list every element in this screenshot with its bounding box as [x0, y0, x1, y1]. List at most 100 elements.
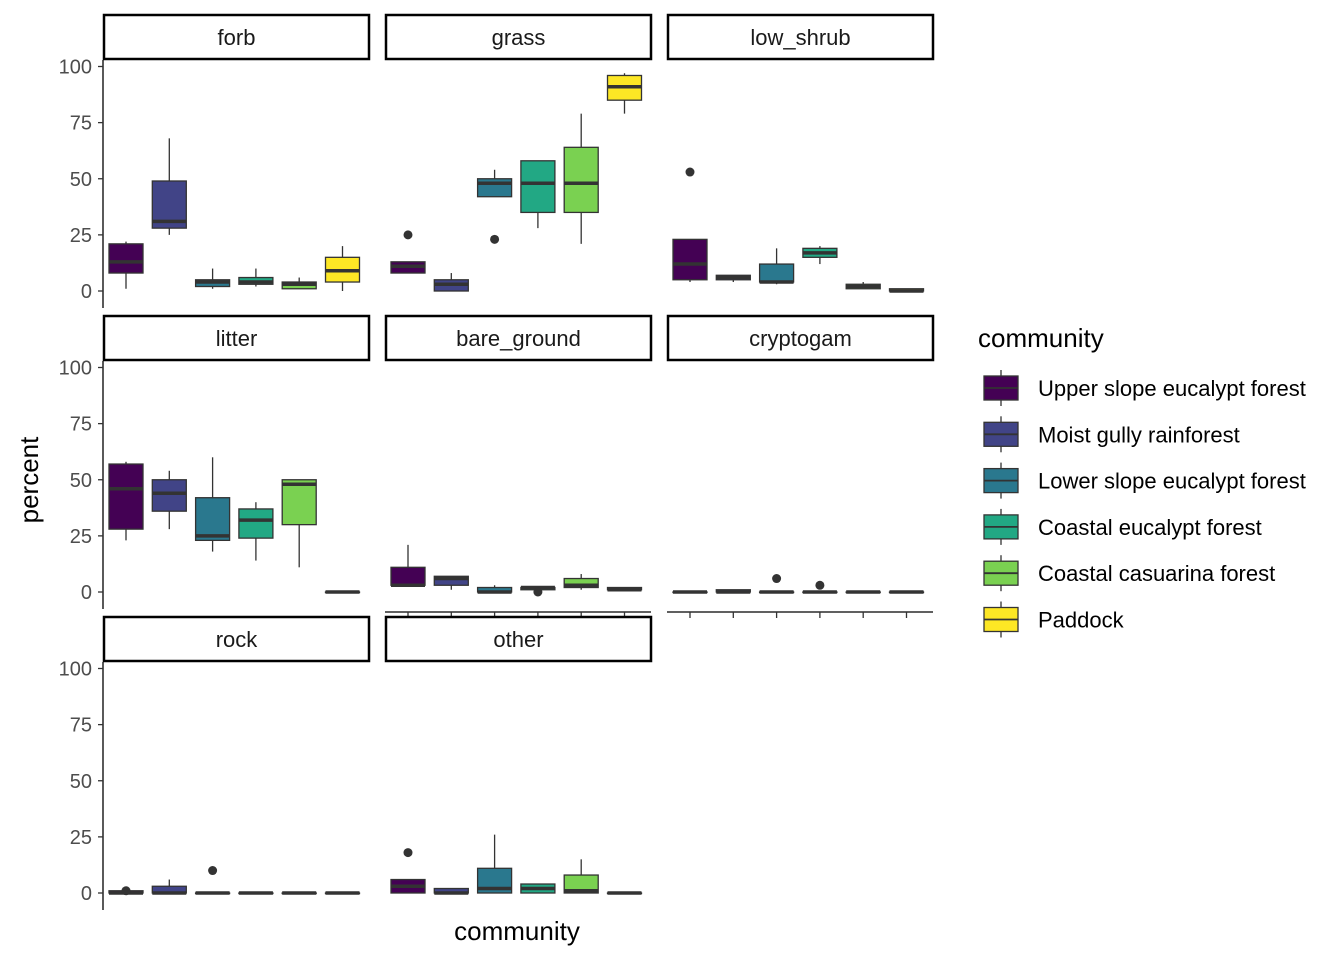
outlier-point — [490, 234, 500, 244]
box-low_shrub-6 — [888, 288, 925, 293]
facet-panel-litter: litter 0 25 50 75 100 — [59, 314, 371, 609]
facet-strip — [384, 615, 653, 663]
box-other-2 — [433, 887, 469, 895]
y-tick-label: 25 — [70, 225, 92, 247]
facet-strip — [102, 314, 371, 362]
y-tick-label: 50 — [70, 771, 92, 793]
outlier-point — [403, 848, 413, 858]
outlier-point — [685, 167, 695, 177]
legend-label: Lower slope eucalypt forest — [1038, 469, 1306, 494]
box-iqr — [194, 497, 231, 542]
box-iqr — [281, 479, 317, 526]
box-forb-2 — [151, 138, 187, 235]
facet-strip — [384, 314, 653, 362]
facet-strip-label: grass — [492, 25, 546, 50]
facet-strip-label: forb — [218, 25, 256, 50]
y-tick-label: 0 — [81, 883, 92, 905]
facet-panel-low_shrub: low_shrub — [666, 13, 935, 293]
box-iqr — [758, 263, 795, 283]
box-iqr — [476, 178, 513, 198]
legend-item: Lower slope eucalypt forest — [983, 462, 1306, 499]
box-litter-1 — [108, 461, 144, 541]
y-tick-label: 50 — [70, 470, 92, 492]
facet-panel-other: other — [384, 615, 653, 895]
facet-panel-bare_ground: bare_ground — [384, 314, 653, 618]
box-cryptogam-1 — [672, 590, 708, 594]
box-low_shrub-2 — [715, 274, 751, 283]
box-grass-6 — [606, 73, 643, 114]
box-bare_ground-1 — [390, 544, 426, 588]
box-cryptogam-5 — [845, 590, 881, 594]
box-bare_ground-2 — [433, 575, 469, 590]
outlier-point — [815, 580, 825, 590]
facet-strip-label: cryptogam — [749, 326, 852, 351]
box-litter-2 — [151, 470, 187, 530]
legend-label: Moist gully rainforest — [1038, 422, 1240, 447]
box-bare_ground-6 — [606, 586, 643, 592]
legend-label: Upper slope eucalypt forest — [1038, 376, 1306, 401]
y-tick-label: 75 — [70, 113, 92, 135]
facet-strip-label: rock — [216, 627, 259, 652]
box-grass-3 — [476, 169, 513, 244]
box-cryptogam-3 — [758, 574, 795, 594]
y-tick-label: 0 — [81, 582, 92, 604]
outlier-point — [403, 230, 413, 240]
box-bare_ground-5 — [563, 574, 599, 590]
box-litter-6 — [324, 590, 361, 594]
box-iqr — [108, 463, 144, 530]
box-iqr — [563, 874, 599, 894]
facet-strip-label: other — [493, 627, 543, 652]
box-iqr — [238, 508, 274, 539]
box-iqr — [563, 577, 599, 589]
facet-panel-forb: forb 0 25 50 75 100 — [59, 13, 371, 308]
box-rock-1 — [108, 886, 144, 896]
outlier-point — [772, 574, 782, 584]
box-iqr — [672, 238, 708, 281]
box-grass-1 — [390, 230, 426, 274]
facet-panel-rock: rock 0 25 50 75 100 — [59, 615, 371, 910]
y-tick-label: 25 — [70, 827, 92, 849]
y-tick-label: 75 — [70, 414, 92, 436]
box-cryptogam-4 — [802, 580, 838, 594]
outlier-point — [533, 587, 543, 597]
legend-item: Coastal eucalypt forest — [983, 508, 1262, 545]
legend-title: community — [978, 323, 1104, 353]
legend-label: Paddock — [1038, 608, 1125, 633]
box-forb-4 — [238, 268, 274, 287]
box-iqr — [108, 243, 144, 274]
box-bare_ground-4 — [520, 585, 556, 597]
box-grass-2 — [433, 273, 469, 292]
box-rock-2 — [151, 879, 187, 895]
box-low_shrub-5 — [845, 282, 881, 290]
box-forb-3 — [194, 268, 231, 289]
box-iqr — [151, 479, 187, 512]
legend-item: Upper slope eucalypt forest — [983, 370, 1306, 406]
box-iqr — [433, 575, 469, 586]
facet-strip-label: low_shrub — [750, 25, 850, 50]
facet-strip — [666, 13, 935, 61]
box-iqr — [520, 160, 556, 214]
box-rock-5 — [281, 891, 317, 895]
y-tick-label: 100 — [59, 57, 92, 79]
y-tick-label: 50 — [70, 169, 92, 191]
box-grass-4 — [520, 160, 556, 229]
legend-label: Coastal casuarina forest — [1038, 561, 1275, 586]
legend: Upper slope eucalypt forest Moist gully r… — [983, 370, 1306, 638]
box-bare_ground-3 — [476, 585, 513, 594]
box-other-5 — [563, 859, 599, 894]
y-tick-label: 25 — [70, 526, 92, 548]
facet-strip — [384, 13, 653, 61]
box-forb-6 — [324, 246, 361, 291]
box-other-4 — [520, 883, 556, 894]
x-axis-title: community — [454, 916, 580, 946]
legend-label: Coastal eucalypt forest — [1038, 515, 1262, 540]
box-forb-5 — [281, 277, 317, 290]
box-other-1 — [390, 848, 426, 894]
facet-strip — [102, 13, 371, 61]
facet-panel-grass: grass — [384, 13, 653, 292]
box-cryptogam-2 — [715, 589, 751, 594]
facet-strip — [666, 314, 935, 362]
outlier-point — [121, 886, 131, 896]
box-grass-5 — [563, 113, 599, 244]
